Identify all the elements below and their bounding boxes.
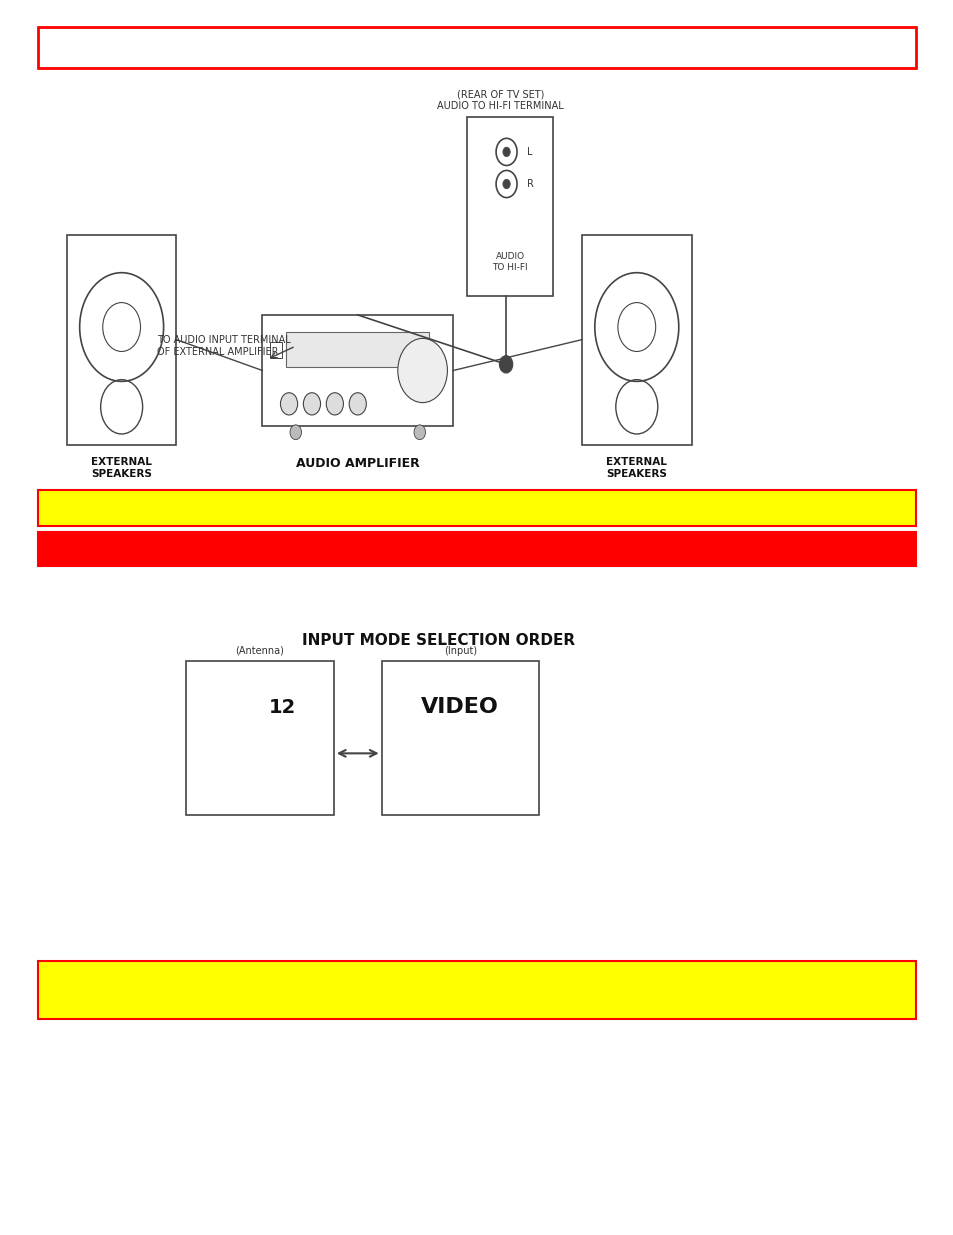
Text: TO AUDIO INPUT TERMINAL
OF EXTERNAL AMPLIFIER: TO AUDIO INPUT TERMINAL OF EXTERNAL AMPL…	[157, 335, 291, 357]
Text: (Antenna): (Antenna)	[235, 646, 284, 656]
Bar	[38, 27, 915, 68]
Text: L: L	[526, 147, 532, 157]
Bar	[186, 661, 334, 815]
Bar	[581, 235, 691, 445]
Text: VIDEO: VIDEO	[421, 697, 498, 718]
Text: EXTERNAL
SPEAKERS: EXTERNAL SPEAKERS	[606, 457, 666, 478]
Bar	[38, 961, 915, 1019]
Circle shape	[349, 393, 366, 415]
Circle shape	[397, 338, 447, 403]
Circle shape	[414, 425, 425, 440]
Circle shape	[502, 147, 510, 157]
Text: INPUT MODE SELECTION ORDER: INPUT MODE SELECTION ORDER	[302, 634, 575, 648]
Bar	[381, 661, 538, 815]
Bar	[286, 332, 429, 367]
Text: (REAR OF TV SET)
AUDIO TO HI-FI TERMINAL: (REAR OF TV SET) AUDIO TO HI-FI TERMINAL	[437, 90, 563, 111]
Circle shape	[280, 393, 297, 415]
Bar	[467, 117, 553, 296]
Text: AUDIO AMPLIFIER: AUDIO AMPLIFIER	[295, 457, 419, 471]
Bar	[262, 315, 453, 426]
Text: AUDIO
TO HI-FI: AUDIO TO HI-FI	[492, 252, 528, 272]
Circle shape	[303, 393, 320, 415]
Circle shape	[499, 356, 513, 373]
Bar	[67, 235, 176, 445]
Circle shape	[290, 425, 301, 440]
Text: R: R	[526, 179, 533, 189]
Circle shape	[502, 179, 510, 189]
Text: (Input): (Input)	[443, 646, 476, 656]
Text: 12: 12	[268, 698, 295, 716]
Bar	[38, 532, 915, 566]
Circle shape	[326, 393, 343, 415]
Bar	[38, 490, 915, 526]
Text: EXTERNAL
SPEAKERS: EXTERNAL SPEAKERS	[91, 457, 152, 478]
Bar	[270, 342, 282, 358]
